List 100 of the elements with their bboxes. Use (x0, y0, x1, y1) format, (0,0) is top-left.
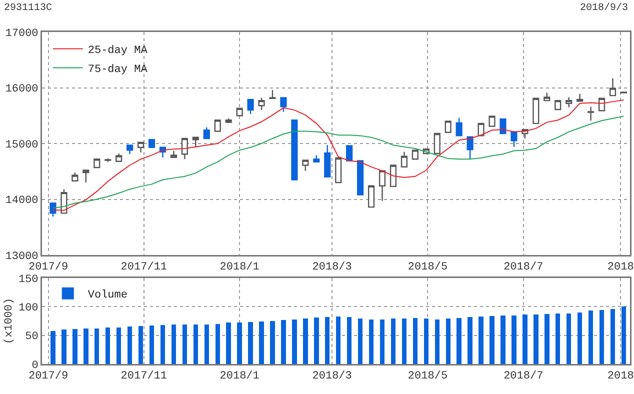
candlestick (170, 150, 177, 158)
bar (368, 319, 374, 364)
legend-label: Volume (88, 290, 128, 302)
candlestick (269, 89, 276, 99)
candlestick (324, 144, 331, 178)
candlestick (510, 131, 518, 148)
bar (127, 326, 132, 364)
bar (380, 319, 385, 364)
bar (160, 325, 166, 364)
bar (434, 319, 440, 364)
candlestick (400, 151, 408, 168)
candlestick (82, 170, 90, 184)
bar (204, 324, 209, 364)
line-series (52, 116, 624, 209)
candlestick (346, 145, 353, 162)
bar (62, 330, 66, 364)
y-tick-label: 150 (18, 274, 38, 286)
bar (171, 324, 176, 364)
candlestick (554, 100, 562, 110)
y-tick-label: 15000 (5, 139, 38, 152)
y-tick-label: 14000 (5, 195, 38, 208)
candlestick (94, 158, 100, 168)
candlestick (313, 154, 320, 162)
y-tick-label: 13000 (5, 250, 38, 263)
x-tick-label: 2018/7 (504, 370, 544, 383)
y-tick-label: 16000 (5, 84, 38, 96)
bar (412, 318, 418, 364)
x-tick-label: 2017/9 (28, 262, 68, 274)
bar (270, 321, 275, 364)
bar (50, 330, 56, 364)
candlestick (50, 202, 56, 218)
bar (106, 327, 110, 364)
bar (512, 315, 516, 364)
x-tick-label: 2018/7 (504, 262, 544, 274)
bar (424, 318, 429, 364)
bar (599, 310, 604, 364)
candlestick (335, 157, 342, 184)
legend-label: 75-day MA (88, 64, 148, 76)
y-tick-label: 100 (18, 302, 38, 315)
line-series (52, 100, 624, 211)
x-tick-label: 2018/3 (312, 262, 352, 274)
candlestick (225, 118, 232, 123)
bar (402, 318, 407, 364)
bar (588, 310, 594, 364)
candlestick (544, 92, 550, 102)
candlestick (412, 150, 418, 160)
bar (346, 316, 352, 364)
bar (226, 322, 231, 364)
bar (621, 306, 626, 364)
candlestick (116, 152, 122, 162)
x-tick-label: 2018/5 (408, 262, 448, 274)
bar (446, 318, 450, 364)
bar (566, 314, 572, 364)
candlestick (291, 119, 298, 180)
bar (556, 314, 560, 364)
candlestick (104, 158, 112, 162)
candlestick (357, 160, 364, 196)
bar (522, 314, 528, 364)
x-tick-label: 2018 (607, 370, 634, 383)
x-tick-label: 2017/11 (120, 370, 168, 383)
x-tick-label: 2018/1 (220, 370, 260, 383)
candlestick (609, 78, 616, 96)
candlestick (378, 170, 386, 202)
bar (292, 319, 297, 364)
candlestick (72, 172, 78, 182)
candlestick (280, 97, 287, 112)
y-tick-label: 0 (32, 360, 38, 372)
x-tick-label: 2018/3 (312, 370, 352, 383)
candlestick (456, 117, 462, 136)
candlestick (148, 139, 156, 148)
candlestick (444, 120, 452, 133)
bar (336, 316, 341, 364)
bar (248, 322, 253, 364)
bar (215, 324, 220, 364)
bar (500, 315, 506, 364)
y-tick-label: 50 (25, 331, 38, 344)
bar (303, 318, 308, 364)
candlestick (566, 96, 572, 108)
bar (149, 326, 154, 364)
bar (193, 324, 198, 364)
x-tick-label: 2017/11 (120, 262, 168, 274)
bar (325, 316, 330, 364)
candlestick (368, 185, 375, 208)
bar (468, 316, 472, 364)
x-tick-label: 2018 (607, 262, 634, 274)
candlestick (500, 118, 506, 134)
x-tick-label: 2018/5 (408, 370, 448, 383)
candlestick (434, 132, 440, 154)
bar (72, 329, 78, 364)
bar (84, 328, 88, 364)
candlestick (137, 142, 144, 154)
bar (610, 308, 616, 364)
candlestick (588, 106, 594, 122)
bar (534, 314, 538, 364)
bar (116, 327, 122, 364)
x-tick-label: 2018/1 (220, 262, 260, 274)
bar (237, 322, 242, 364)
bar (138, 326, 144, 364)
candlestick (576, 93, 584, 102)
candlestick (302, 160, 309, 172)
